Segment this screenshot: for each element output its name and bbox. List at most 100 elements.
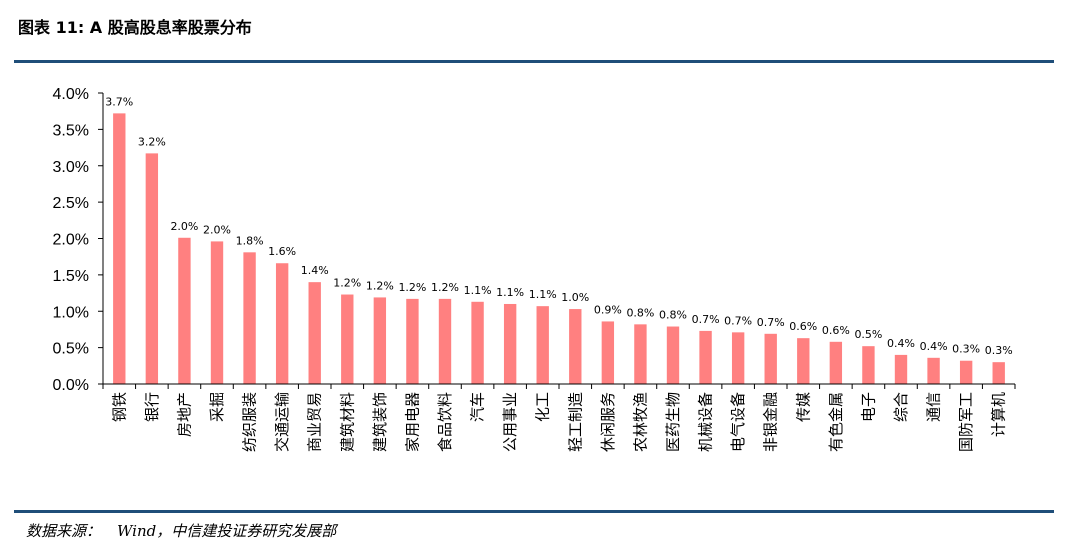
bar (634, 324, 647, 384)
bar (699, 330, 712, 384)
data-label: 2.0% (203, 223, 231, 236)
data-label: 1.2% (431, 281, 459, 294)
category-label: 商业贸易 (306, 392, 324, 452)
category-label: 农林牧渔 (631, 392, 649, 452)
category-label: 非银金融 (762, 392, 780, 452)
source-note: 数据来源： Wind，中信建投证券研究发展部 (26, 520, 336, 541)
top-rule (14, 60, 1054, 63)
bottom-rule (14, 510, 1054, 513)
bar (373, 297, 387, 384)
data-label: 1.1% (464, 284, 492, 297)
x-axis: 钢铁 银行 房地产 采掘 纺织服装 交通运输 商业贸易 建筑材料 建筑装饰 家用电器 食品饮料 汽车公… (102, 383, 1016, 452)
bar (438, 298, 452, 384)
category-label: 食品饮料 (436, 392, 454, 452)
y-tick-label: 3.0% (53, 159, 89, 176)
bar-chart: 0.0% 0.5% 1.0% 1.5% 2.0% 2.5% 3.0% 3.5% 4.0% 3.7… (53, 86, 1016, 452)
category-label: 建筑材料 (338, 392, 356, 452)
data-label: 0.3% (952, 343, 980, 356)
data-label: 0.6% (822, 324, 850, 337)
bar (862, 346, 875, 384)
data-label: 1.1% (529, 288, 557, 301)
category-label: 银行 (143, 392, 161, 422)
y-tick-label: 4.0% (53, 86, 89, 103)
bar (471, 301, 484, 384)
y-axis: 0.0% 0.5% 1.0% 1.5% 2.0% 2.5% 3.0% 3.5% 4.0% (53, 86, 104, 394)
category-label: 汽车 (469, 392, 487, 422)
data-label: 0.6% (789, 320, 817, 333)
data-label: 0.7% (757, 316, 785, 329)
data-label: 1.1% (496, 286, 524, 299)
bars (113, 113, 1005, 384)
category-label: 有色金属 (827, 392, 845, 452)
bar (797, 338, 810, 384)
category-label: 电气设备 (729, 392, 747, 452)
y-tick-label: 0.0% (53, 377, 89, 394)
data-label: 0.8% (659, 309, 687, 322)
category-label: 传媒 (794, 392, 812, 422)
category-label: 化工 (534, 392, 552, 422)
bar (243, 252, 256, 384)
category-label: 纺织服装 (241, 392, 259, 452)
bar (829, 341, 843, 384)
bar (731, 332, 745, 384)
y-tick-label: 1.5% (53, 268, 89, 285)
bar (536, 306, 549, 384)
data-label: 1.4% (301, 264, 329, 277)
data-label: 2.0% (170, 220, 198, 233)
data-label: 1.6% (268, 245, 296, 258)
y-tick-label: 2.0% (53, 232, 89, 249)
bar (145, 153, 159, 384)
bar (666, 326, 680, 384)
category-label: 轻工制造 (566, 392, 584, 452)
category-label: 综合 (892, 392, 910, 422)
y-tick-label: 0.5% (53, 341, 89, 358)
data-label: 0.5% (854, 328, 882, 341)
data-label: 1.2% (333, 277, 361, 290)
data-label: 1.2% (366, 279, 394, 292)
y-tick-label: 1.0% (53, 304, 89, 321)
bar (406, 298, 419, 384)
data-label: 0.9% (594, 303, 622, 316)
data-label: 3.7% (105, 95, 133, 108)
data-label: 3.2% (138, 135, 166, 148)
category-label: 建筑装饰 (371, 392, 389, 452)
data-label: 0.4% (920, 340, 948, 353)
y-tick-label: 2.5% (53, 195, 89, 212)
category-label: 房地产 (175, 392, 193, 437)
source-text: Wind，中信建投证券研究发展部 (117, 522, 337, 540)
data-label: 0.4% (887, 337, 915, 350)
bar (764, 333, 777, 384)
bar (569, 309, 582, 384)
bar (601, 321, 615, 384)
bar (308, 282, 321, 384)
bar (503, 303, 517, 384)
bar (992, 362, 1005, 384)
category-label: 通信 (925, 392, 943, 422)
bar (927, 357, 940, 384)
bar (959, 360, 973, 384)
data-label: 1.2% (398, 281, 426, 294)
category-label: 钢铁 (110, 392, 128, 422)
category-label: 医药生物 (664, 392, 682, 452)
data-label: 0.7% (724, 314, 752, 327)
data-label: 1.8% (236, 234, 264, 247)
category-label: 机械设备 (697, 392, 715, 452)
y-tick-label: 3.5% (53, 122, 89, 139)
bar (210, 241, 224, 384)
data-label: 1.0% (561, 291, 589, 304)
data-labels: 3.7% 3.2% 2.0% 2.0% 1.8% 1.6% 1.4% 1.2% 1.2% 1.2%… (105, 95, 1012, 357)
category-label: 家用电器 (403, 392, 421, 452)
category-label: 休闲服务 (599, 392, 617, 452)
source-label: 数据来源： (26, 522, 102, 540)
category-label: 电子 (859, 392, 877, 422)
category-label: 交通运输 (273, 392, 291, 452)
bar (113, 113, 126, 384)
bar (275, 263, 289, 384)
figure-title: 图表 11: A 股高股息率股票分布 (18, 18, 252, 37)
data-label: 0.3% (985, 344, 1013, 357)
category-label: 国防军工 (957, 392, 975, 452)
data-label: 0.7% (692, 313, 720, 326)
category-label: 公用事业 (501, 392, 519, 452)
data-label: 0.8% (626, 306, 654, 319)
category-label: 采掘 (208, 392, 226, 422)
